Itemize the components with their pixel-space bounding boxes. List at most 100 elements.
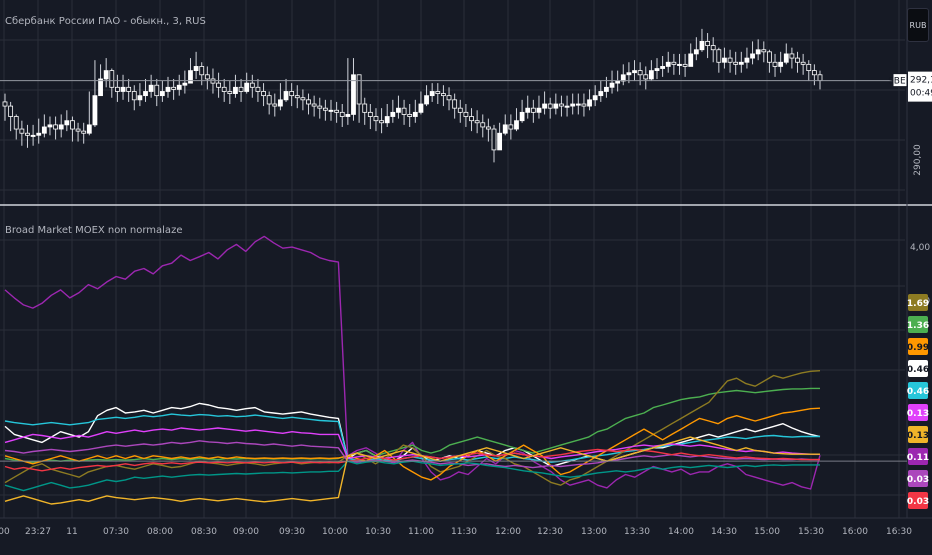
candle-body bbox=[811, 70, 817, 76]
time-axis-label: 07:30 bbox=[103, 527, 129, 537]
indicator-series-line bbox=[4, 427, 820, 460]
candle-body bbox=[671, 61, 677, 65]
candle-body bbox=[429, 91, 435, 97]
candle-body bbox=[750, 53, 755, 59]
candle-body bbox=[278, 99, 283, 107]
candle-body bbox=[564, 105, 570, 108]
candle-body bbox=[665, 61, 671, 67]
time-axis-label: 10:30 bbox=[365, 527, 391, 537]
time-axis-label: 11 bbox=[66, 527, 77, 537]
series-value-badge bbox=[908, 294, 928, 311]
candle-body bbox=[188, 70, 193, 84]
candle-body bbox=[626, 72, 632, 76]
candle-body bbox=[536, 107, 542, 113]
candle-body bbox=[519, 111, 525, 122]
series-value-label: 0.13 bbox=[907, 431, 929, 441]
time-axis-label: 12:30 bbox=[537, 527, 563, 537]
candle-body bbox=[598, 91, 604, 97]
last-price: 292,16 bbox=[910, 76, 932, 86]
candle-body bbox=[92, 95, 98, 126]
candle-body bbox=[109, 70, 115, 88]
candle-body bbox=[103, 70, 109, 80]
candle-body bbox=[446, 95, 452, 101]
candle-body bbox=[817, 74, 823, 82]
candle-body bbox=[508, 124, 514, 130]
candle-body bbox=[317, 105, 323, 109]
candle-body bbox=[272, 103, 278, 107]
candle-body bbox=[755, 49, 761, 55]
series-value-badge bbox=[908, 470, 928, 487]
candle-body bbox=[806, 63, 812, 72]
candle-body bbox=[339, 111, 345, 117]
series-value-label: 0.99 bbox=[907, 343, 929, 353]
candle-body bbox=[8, 105, 14, 117]
candle-body bbox=[300, 97, 306, 101]
candle-body bbox=[485, 126, 491, 130]
candle-body bbox=[75, 128, 81, 132]
candle-body bbox=[171, 86, 177, 90]
candle-body bbox=[632, 70, 637, 74]
candle-body bbox=[266, 95, 272, 105]
candle-body bbox=[367, 111, 373, 117]
candle-body bbox=[41, 126, 47, 134]
candle-body bbox=[727, 57, 733, 63]
candle-body bbox=[581, 103, 587, 107]
candle-body bbox=[800, 61, 806, 65]
grid bbox=[0, 0, 905, 518]
last-price-box bbox=[908, 71, 932, 102]
candle-body bbox=[772, 61, 778, 67]
candle-body bbox=[480, 122, 486, 128]
candle-body bbox=[716, 49, 722, 63]
candle-body bbox=[424, 95, 429, 105]
series-value-badge bbox=[908, 360, 928, 377]
time-axis-label: 08:00 bbox=[147, 527, 173, 537]
candle-body bbox=[199, 66, 205, 76]
candle-body bbox=[761, 49, 767, 53]
candle-body bbox=[25, 132, 30, 136]
candle-body bbox=[502, 124, 508, 134]
ticker-tag-box bbox=[892, 73, 908, 88]
candle-body bbox=[328, 109, 334, 112]
candle-body bbox=[441, 93, 446, 97]
indicator-series-line bbox=[4, 387, 820, 463]
candle-body bbox=[322, 107, 328, 111]
candle-body bbox=[609, 82, 615, 88]
candle-body bbox=[497, 132, 503, 151]
candle-body bbox=[36, 132, 42, 136]
series-value-badge bbox=[908, 404, 928, 421]
series-value-badge bbox=[908, 492, 928, 509]
series-value-label: 0.46 bbox=[907, 365, 929, 375]
candle-body bbox=[738, 61, 744, 65]
candle-body bbox=[86, 124, 92, 134]
candle-body bbox=[525, 107, 531, 113]
candle-body bbox=[176, 84, 182, 90]
time-axis-label: 00 bbox=[0, 527, 10, 537]
candle-body bbox=[249, 82, 255, 88]
candle-body bbox=[795, 57, 800, 63]
candle-body bbox=[778, 61, 784, 67]
candle-body bbox=[143, 91, 148, 97]
series-value-label: 0.11 bbox=[907, 453, 929, 463]
candle-body bbox=[362, 103, 368, 113]
candle-body bbox=[64, 120, 70, 126]
time-axis-label: 16:30 bbox=[886, 527, 912, 537]
candle-body bbox=[575, 103, 581, 106]
currency-button[interactable]: RUB bbox=[907, 8, 929, 42]
candle-body bbox=[547, 103, 553, 109]
time-axis-label: 14:00 bbox=[668, 527, 694, 537]
candle-body bbox=[283, 91, 289, 101]
candle-body bbox=[789, 53, 795, 59]
candle-body bbox=[407, 114, 413, 117]
candle-body bbox=[553, 103, 559, 109]
candle-body bbox=[767, 51, 772, 63]
candle-body bbox=[452, 99, 458, 109]
time-axis-label: 08:30 bbox=[191, 527, 217, 537]
candle-body bbox=[379, 120, 384, 124]
candle-body bbox=[294, 95, 300, 99]
candle-body bbox=[81, 130, 87, 134]
candle-body bbox=[58, 124, 64, 130]
candle-body bbox=[648, 70, 654, 80]
